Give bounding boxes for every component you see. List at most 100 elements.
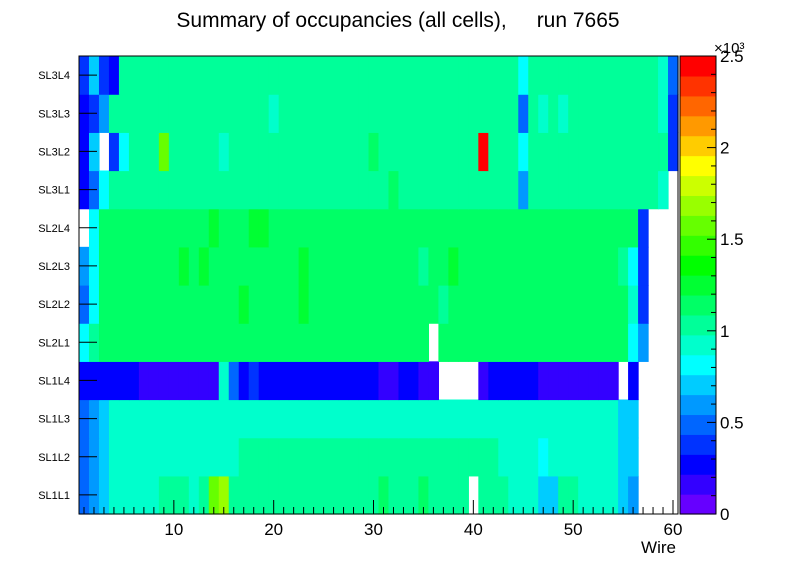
heatmap-cell: [568, 399, 579, 439]
heatmap-cell: [268, 361, 280, 401]
heatmap-cell: [448, 323, 459, 362]
heatmap-cell: [118, 132, 130, 172]
y-tick-label: SL3L4: [38, 70, 70, 82]
heatmap-cell: [618, 94, 629, 133]
heatmap-cell: [108, 475, 120, 515]
heatmap-cell: [368, 323, 380, 362]
heatmap-cell: [298, 323, 310, 362]
heatmap-cell: [118, 170, 130, 210]
heatmap-cell: [198, 361, 210, 401]
heatmap-cell: [588, 285, 599, 324]
heatmap-cell: [218, 246, 230, 286]
heatmap-cell: [578, 285, 589, 324]
heatmap-cell: [228, 361, 240, 401]
heatmap-cell: [428, 94, 439, 133]
heatmap-cell: [128, 246, 140, 286]
heatmap-cell: [308, 132, 320, 172]
heatmap-cell: [498, 475, 509, 515]
heatmap-cell: [498, 361, 509, 401]
heatmap-cell: [218, 323, 230, 362]
heatmap-cell: [428, 246, 439, 286]
heatmap-cell: [378, 208, 390, 248]
heatmap-cell: [198, 437, 210, 477]
heatmap-cell: [498, 285, 509, 324]
heatmap-cell: [538, 94, 549, 133]
heatmap-cell: [238, 475, 250, 515]
heatmap-cell: [328, 132, 340, 172]
heatmap-cell: [118, 246, 130, 286]
heatmap-cell: [318, 323, 330, 362]
color-scale-step: [680, 354, 716, 376]
heatmap-cell: [118, 94, 130, 133]
heatmap-cell: [458, 399, 469, 439]
heatmap-cell: [448, 94, 459, 133]
heatmap-cell: [258, 437, 270, 477]
heatmap-cell: [418, 437, 430, 477]
heatmap-cell: [398, 56, 410, 95]
heatmap-cell: [318, 94, 330, 133]
heatmap-cell: [118, 437, 130, 477]
heatmap-cell: [438, 208, 449, 248]
heatmap-cell: [488, 94, 499, 133]
heatmap-cell: [228, 94, 240, 133]
heatmap-cell: [288, 285, 300, 324]
heatmap-cell: [518, 285, 529, 324]
heatmap-cell: [358, 399, 370, 439]
heatmap-cell: [628, 475, 639, 515]
heatmap-cell: [348, 56, 360, 95]
heatmap-cell: [588, 132, 599, 172]
heatmap-cell: [178, 170, 190, 210]
heatmap-cell: [538, 208, 549, 248]
heatmap-cell: [578, 437, 589, 477]
heatmap-cell: [118, 399, 130, 439]
heatmap-cell: [278, 437, 290, 477]
heatmap-cell: [328, 437, 340, 477]
heatmap-cell: [148, 208, 160, 248]
heatmap-cell: [348, 475, 360, 515]
heatmap-cell: [358, 246, 370, 286]
heatmap-cell: [308, 361, 320, 401]
heatmap-cell: [438, 246, 449, 286]
heatmap-cell: [98, 285, 110, 324]
heatmap-cell: [638, 56, 649, 95]
heatmap-cell: [558, 361, 569, 401]
heatmap-cell: [208, 208, 220, 248]
heatmap-cell: [508, 361, 519, 401]
heatmap-cell: [148, 285, 160, 324]
heatmap-cell: [628, 132, 639, 172]
heatmap-cell: [608, 94, 619, 133]
heatmap-cell: [168, 94, 180, 133]
heatmap-cell: [308, 56, 320, 95]
heatmap-cell: [288, 361, 300, 401]
heatmap-cell: [178, 132, 190, 172]
heatmap-cell: [278, 56, 290, 95]
heatmap-cell: [378, 56, 390, 95]
heatmap-cell: [138, 285, 150, 324]
heatmap-cell: [98, 246, 110, 286]
heatmap-cell: [198, 94, 210, 133]
heatmap-cell: [258, 285, 270, 324]
heatmap-cell: [358, 323, 370, 362]
heatmap-cell: [558, 56, 569, 95]
heatmap-cell: [268, 323, 280, 362]
heatmap-cell: [328, 361, 340, 401]
heatmap-cell: [288, 323, 300, 362]
heatmap-cell: [478, 399, 489, 439]
heatmap-cell: [198, 132, 210, 172]
heatmap-cell: [498, 56, 509, 95]
heatmap-cell: [498, 323, 509, 362]
heatmap-cell: [108, 285, 120, 324]
heatmap-cell: [478, 323, 489, 362]
heatmap-cell: [138, 56, 150, 95]
heatmap-cell: [578, 475, 589, 515]
heatmap-cell: [458, 323, 469, 362]
heatmap-cell: [428, 56, 439, 95]
heatmap-cell: [408, 361, 420, 401]
heatmap-cell: [218, 56, 230, 95]
heatmap-cell: [478, 437, 489, 477]
heatmap-cell: [168, 323, 180, 362]
heatmap-cell: [338, 132, 350, 172]
heatmap-cell: [148, 246, 160, 286]
heatmap-cell: [638, 285, 649, 324]
heatmap-cell: [258, 170, 270, 210]
